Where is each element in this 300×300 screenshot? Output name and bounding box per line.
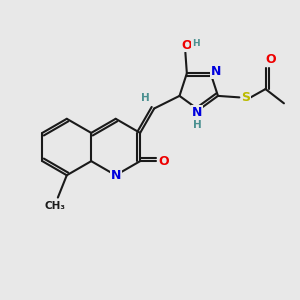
Text: N: N	[211, 65, 221, 78]
Text: H: H	[193, 120, 202, 130]
Text: O: O	[266, 53, 276, 66]
Text: O: O	[182, 39, 192, 52]
Text: CH₃: CH₃	[44, 202, 65, 212]
Text: N: N	[192, 106, 202, 119]
Text: S: S	[242, 91, 250, 104]
Text: O: O	[159, 154, 169, 168]
Text: N: N	[110, 169, 121, 182]
Text: H: H	[192, 39, 200, 48]
Text: H: H	[141, 93, 150, 103]
